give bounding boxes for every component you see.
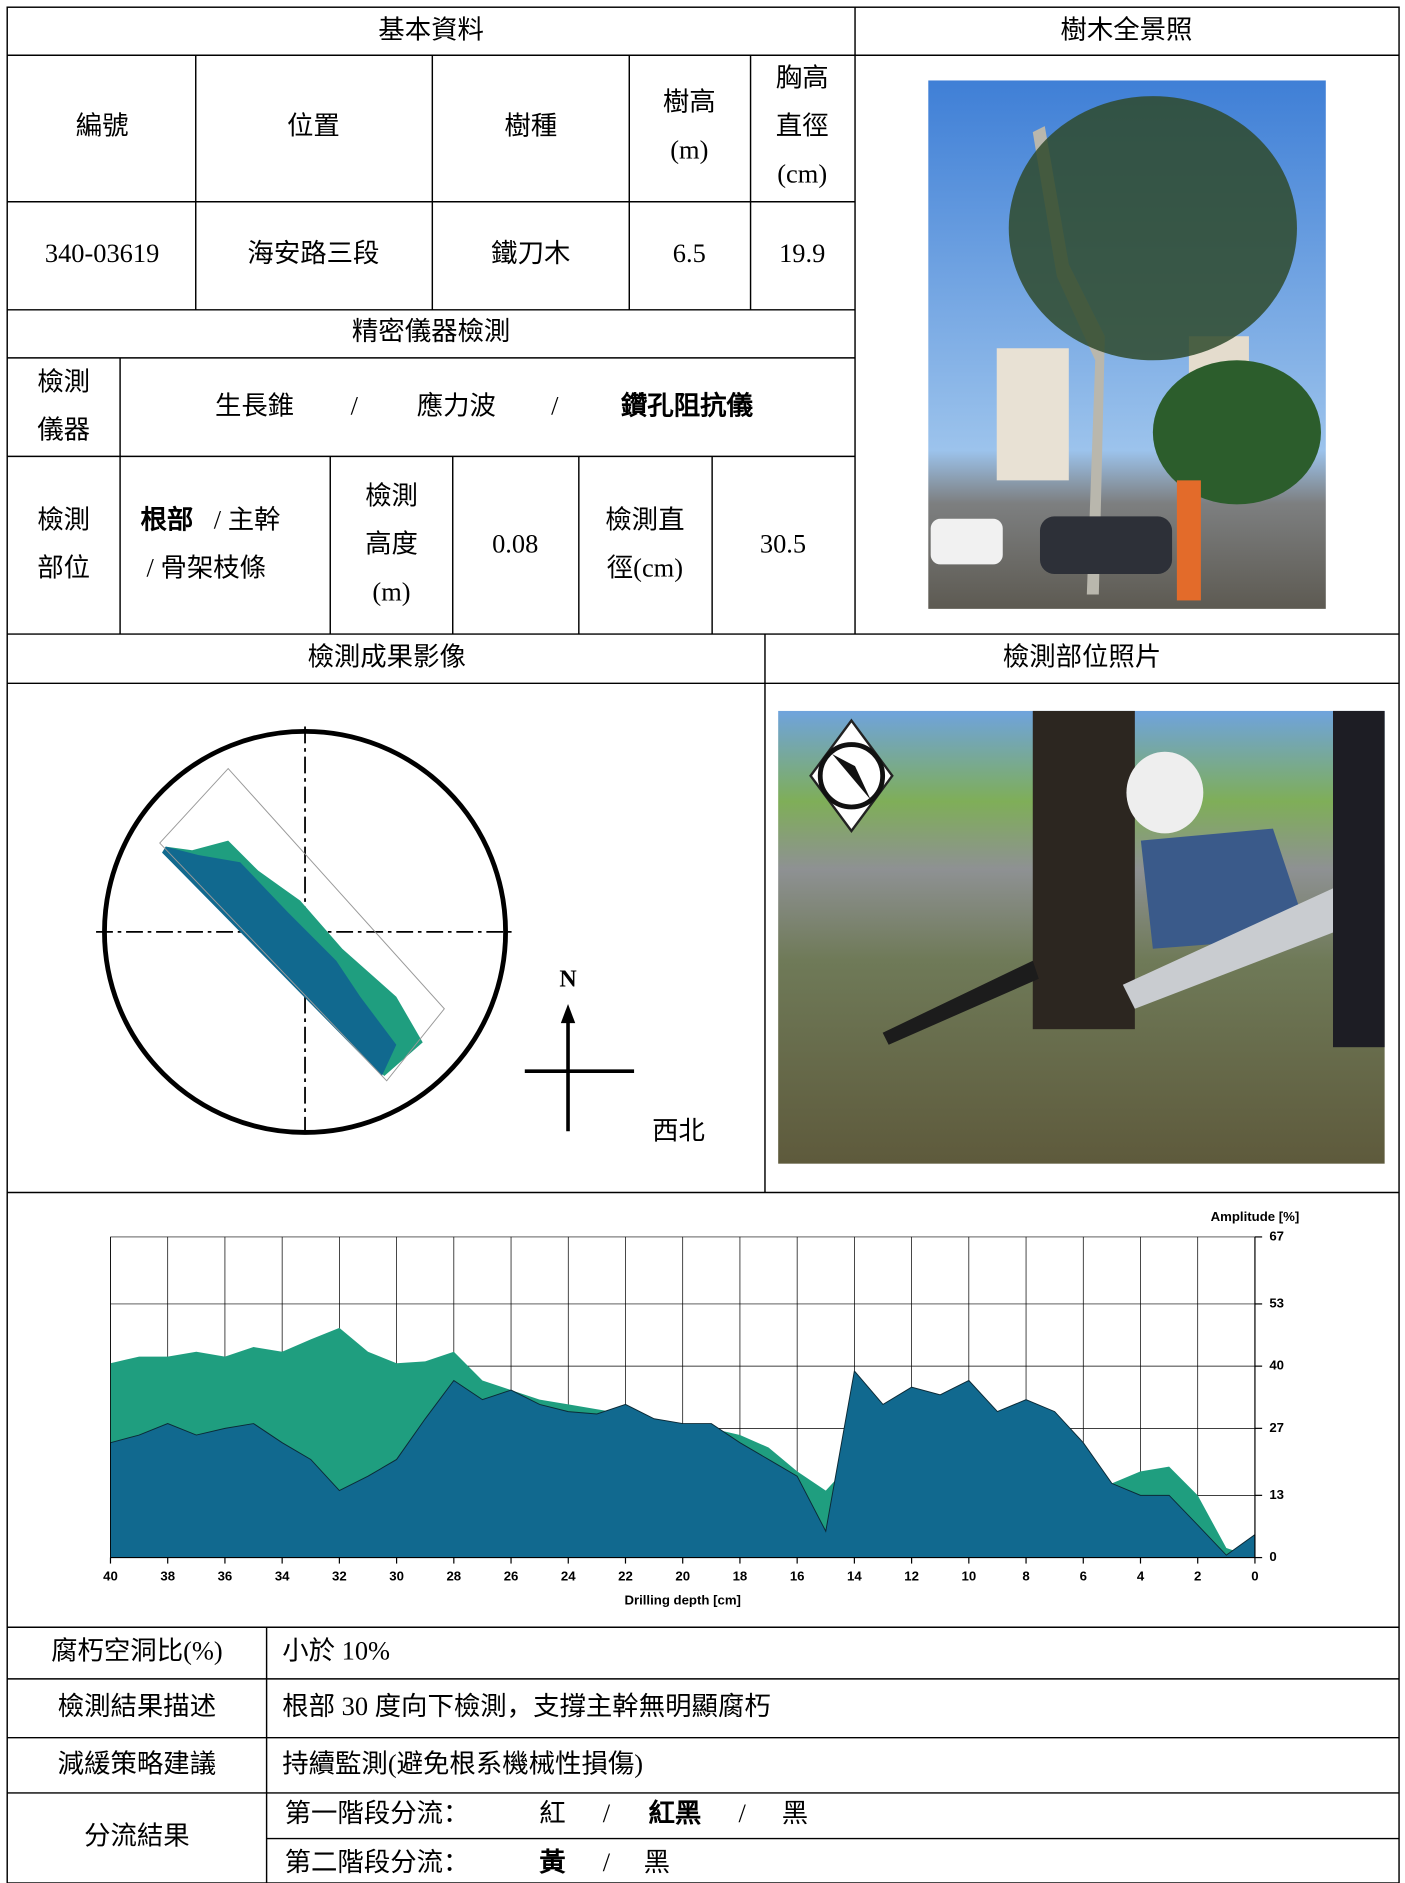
column-header: 位置 [287, 111, 340, 141]
site-photo [778, 710, 1385, 1164]
stage-option: 黃 [539, 1847, 566, 1877]
cell-value: 6.5 [673, 238, 706, 268]
x-tick-label: 6 [1080, 1568, 1087, 1583]
stage-label: 第二階段分流： [285, 1847, 470, 1877]
stage-option: / [603, 1847, 611, 1877]
row-text: 根部 30 度向下檢測，支撐主幹無明顯腐朽 [282, 1691, 771, 1721]
x-tick-label: 38 [160, 1568, 175, 1583]
section-title: 精密儀器檢測 [352, 316, 510, 346]
cell-label: 檢測 [365, 480, 418, 510]
resistograph-chart: 40 38 36 34 32 30 28 26 24 22 20 18 16 14 12 10 8 6 4 2 0013… [103, 1209, 1299, 1607]
x-tick-label: 28 [446, 1568, 461, 1583]
x-tick-label: 8 [1022, 1568, 1029, 1583]
y-tick-label: 27 [1269, 1420, 1284, 1435]
table-border [6, 6, 1400, 1883]
direction-label: 西北 [652, 1116, 705, 1146]
x-axis-label: Drilling depth [cm] [624, 1592, 740, 1607]
x-tick-label: 10 [961, 1568, 976, 1583]
x-tick-label: 14 [847, 1568, 862, 1583]
x-tick-label: 20 [675, 1568, 690, 1583]
cell-value: 340-03619 [45, 238, 159, 268]
x-tick-label: 26 [504, 1568, 519, 1583]
row-label: 部位 [37, 552, 90, 582]
cell-value: 鐵刀木 [491, 238, 570, 268]
cell-label: (m) [372, 577, 410, 607]
x-tick-label: 18 [733, 1568, 748, 1583]
cell-label: 徑(cm) [607, 552, 683, 582]
part: / 主幹 [214, 504, 281, 534]
column-header: (cm) [777, 159, 827, 189]
cross-section-diagram [96, 726, 635, 1138]
y-tick-label: 53 [1269, 1295, 1284, 1310]
part: / 骨架枝條 [147, 552, 267, 582]
cell-label: 高度 [365, 528, 418, 558]
row-text: 持續監測(避免根系機械性損傷) [282, 1749, 643, 1779]
x-tick-label: 40 [103, 1568, 118, 1583]
part: 根部 [141, 504, 194, 534]
instrument: 鑽孔阻抗儀 [621, 390, 754, 420]
stage-option: 紅 [539, 1798, 565, 1828]
section-title: 檢測部位照片 [1003, 641, 1161, 671]
y-axis-label: Amplitude [%] [1211, 1209, 1300, 1224]
instrument: / [551, 390, 559, 420]
column-header: 樹高 [663, 87, 716, 117]
instrument: 應力波 [417, 390, 496, 420]
cell-label: 檢測直 [605, 504, 684, 534]
x-tick-label: 24 [561, 1568, 576, 1583]
row-label: 檢測 [37, 366, 90, 396]
tree-photo [928, 80, 1326, 609]
x-tick-label: 32 [332, 1568, 347, 1583]
cell-value: 0.08 [492, 528, 538, 558]
row-label: 分流結果 [84, 1821, 190, 1851]
x-tick-label: 2 [1194, 1568, 1201, 1583]
column-header: 編號 [76, 111, 129, 141]
row-label: 檢測 [37, 504, 90, 534]
instrument: / [351, 390, 359, 420]
column-header: 樹種 [504, 111, 557, 141]
compass-label: N [559, 967, 577, 993]
row-text: 小於 10% [282, 1636, 390, 1666]
x-tick-label: 22 [618, 1568, 633, 1583]
x-tick-label: 0 [1251, 1568, 1258, 1583]
x-tick-label: 4 [1137, 1568, 1145, 1583]
section-title: 檢測成果影像 [307, 641, 465, 671]
y-tick-label: 67 [1269, 1228, 1284, 1243]
row-label: 儀器 [37, 414, 90, 444]
stage-option: / [738, 1798, 746, 1828]
y-tick-label: 40 [1269, 1358, 1284, 1373]
stage-option: 紅黑 [648, 1798, 701, 1828]
series-area [110, 1369, 1256, 1559]
column-header: 直徑 [776, 111, 829, 141]
stage-label: 第一階段分流： [285, 1798, 470, 1828]
x-tick-label: 34 [275, 1568, 290, 1583]
x-tick-label: 30 [389, 1568, 404, 1583]
section-title: 基本資料 [378, 14, 484, 44]
cell-value: 海安路三段 [247, 238, 379, 268]
section-title: 樹木全景照 [1060, 14, 1192, 44]
cell-value: 30.5 [760, 528, 806, 558]
x-tick-label: 36 [218, 1568, 233, 1583]
y-tick-label: 13 [1269, 1487, 1284, 1502]
column-header: (m) [670, 135, 708, 165]
row-label: 減緩策略建議 [58, 1749, 216, 1779]
x-tick-label: 12 [904, 1568, 919, 1583]
x-tick-label: 16 [790, 1568, 805, 1583]
instrument: 生長錐 [215, 390, 294, 420]
stage-option: 黑 [644, 1847, 670, 1877]
row-label: 腐朽空洞比(%) [51, 1636, 223, 1666]
cell-value: 19.9 [779, 238, 825, 268]
row-label: 檢測結果描述 [58, 1691, 216, 1721]
stage-option: / [603, 1798, 611, 1828]
column-header: 胸高 [776, 63, 829, 93]
stage-option: 黑 [782, 1798, 808, 1828]
y-tick-label: 0 [1269, 1549, 1276, 1564]
